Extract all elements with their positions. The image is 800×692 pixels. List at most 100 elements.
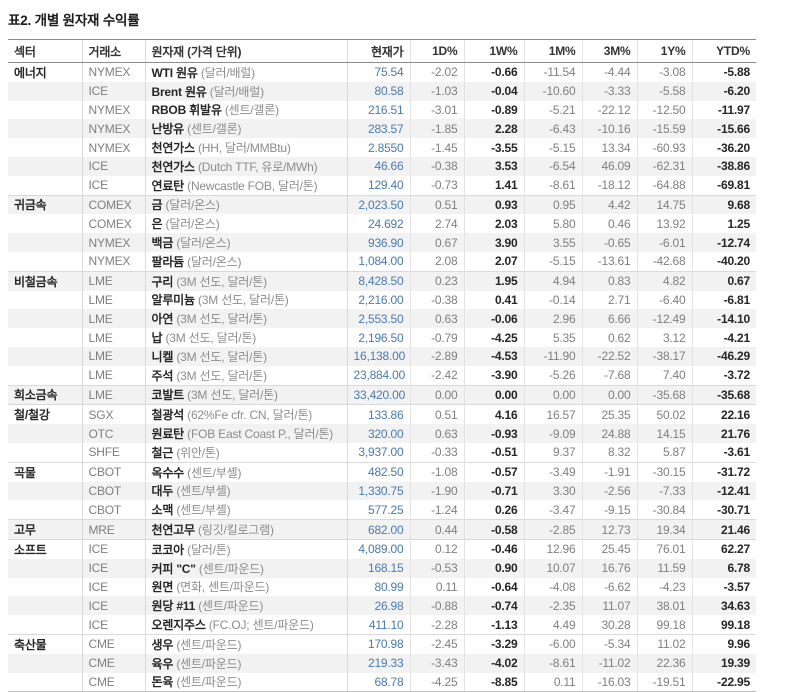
chg-ytd-cell: 22.16 — [691, 404, 756, 425]
chg-ytd-cell: 19.39 — [691, 653, 756, 673]
chg-1y-cell: -35.68 — [636, 384, 692, 405]
commodity-name: 오렌지주스 — [151, 618, 206, 632]
sector-cell — [8, 615, 82, 634]
chg-3m-cell: -22.12 — [581, 100, 637, 120]
sector-cell: 비철금속 — [8, 270, 82, 291]
chg-1y-cell: -62.31 — [636, 156, 692, 176]
price-cell: 936.90 — [346, 233, 410, 252]
chg-1w-cell: -1.13 — [463, 615, 524, 635]
chg-1y-cell: 76.01 — [636, 538, 692, 559]
commodity-name: 니켈 — [151, 349, 174, 364]
price-unit: (달러/온스) — [184, 254, 242, 269]
chg-1w-cell: 2.28 — [463, 119, 524, 139]
table-row: NYMEX RBOB 휘발유 (센트/갤론) 216.51 -3.01 -0.89 -5.… — [8, 100, 756, 120]
commodity-cell: 은 (달러/온스) — [144, 214, 347, 234]
sector-cell — [8, 156, 82, 176]
column-header-1d: 1D% — [409, 39, 464, 63]
chg-1w-cell: -0.71 — [463, 481, 524, 501]
table-row: NYMEX 천연가스 (HH, 달러/MMBtu) 2.8550 -1.45 -3.55… — [8, 138, 756, 157]
price-unit: (3M 선도, 달러/톤) — [194, 293, 289, 308]
chg-1m-cell: 0.95 — [523, 194, 582, 215]
commodity-name: Brent 원유 — [151, 84, 207, 99]
chg-3m-cell: 0.00 — [581, 384, 637, 405]
chg-1w-cell: -3.90 — [463, 365, 524, 386]
commodity-cell: 옥수수 (센트/부셸) — [144, 461, 347, 482]
table-row: NYMEX 난방유 (센트/갤론) 283.57 -1.85 2.28 -6.43 -10.… — [8, 119, 756, 139]
commodity-cell: 원당 #11 (센트/파운드) — [144, 596, 347, 616]
chg-1d-cell: -1.08 — [409, 461, 464, 482]
exchange-cell: CBOT — [81, 500, 145, 520]
chg-ytd-cell: -30.71 — [691, 500, 756, 520]
chg-1y-cell: 11.02 — [636, 633, 692, 654]
price-unit: (3M 선도, 달러/톤) — [173, 312, 267, 327]
chg-1y-cell: -60.93 — [636, 138, 692, 157]
sector-cell — [8, 366, 82, 385]
chg-ytd-cell: 9.68 — [691, 194, 756, 215]
chg-1d-cell: 0.63 — [409, 424, 464, 443]
chg-1w-cell: -4.53 — [463, 346, 524, 366]
commodity-cell: 아연 (3M 선도, 달러/톤) — [144, 309, 347, 329]
exchange-cell: LME — [81, 270, 145, 291]
chg-1d-cell: -1.90 — [409, 481, 464, 501]
chg-1w-cell: -0.64 — [463, 577, 524, 597]
commodity-cell: 천연가스 (HH, 달러/MMBtu) — [144, 138, 347, 157]
chg-ytd-cell: 21.46 — [691, 519, 756, 540]
exchange-cell: ICE — [81, 558, 145, 578]
chg-1w-cell: 1.95 — [463, 270, 524, 291]
chg-3m-cell: 2.71 — [581, 290, 637, 310]
commodity-cell: 원료탄 (FOB East Coast P., 달러/톤) — [144, 424, 347, 443]
chg-1d-cell: -0.73 — [409, 175, 464, 196]
sector-cell — [8, 558, 82, 578]
commodity-cell: 대두 (센트/부셸) — [144, 481, 347, 501]
price-unit: (3M 선도, 달러/톤) — [184, 388, 278, 403]
chg-1m-cell: -6.54 — [523, 156, 582, 176]
commodity-cell: 알루미늄 (3M 선도, 달러/톤) — [144, 290, 347, 310]
chg-1d-cell: -0.53 — [409, 558, 464, 578]
price-unit: (Newcastle FOB, 달러/톤) — [184, 178, 318, 193]
chg-1w-cell: -4.02 — [463, 653, 524, 673]
price-cell: 283.57 — [346, 119, 410, 139]
chg-3m-cell: -0.65 — [581, 233, 637, 252]
chg-3m-cell: 0.83 — [581, 270, 637, 291]
chg-1m-cell: -5.15 — [523, 251, 582, 272]
commodity-name: 육우 — [151, 656, 174, 671]
chg-3m-cell: -1.91 — [581, 461, 637, 482]
chg-ytd-cell: 99.18 — [691, 615, 756, 635]
chg-1w-cell: -3.55 — [463, 138, 524, 157]
chg-ytd-cell: -35.68 — [691, 384, 756, 405]
chg-ytd-cell: 21.76 — [691, 424, 756, 443]
sector-cell — [8, 119, 82, 139]
chg-1w-cell: -3.29 — [463, 633, 524, 654]
chg-3m-cell: 4.42 — [581, 194, 637, 215]
chg-ytd-cell: 0.67 — [691, 270, 756, 291]
commodity-name: RBOB 휘발유 — [151, 103, 222, 118]
chg-ytd-cell: -11.97 — [691, 100, 756, 120]
chg-1y-cell: -19.51 — [636, 672, 692, 692]
chg-1m-cell: 5.35 — [523, 328, 582, 347]
chg-ytd-cell: -5.88 — [691, 62, 756, 82]
chg-1d-cell: -2.89 — [409, 346, 464, 366]
chg-ytd-cell: -31.72 — [691, 461, 756, 482]
price-cell: 8,428.50 — [346, 270, 410, 291]
commodity-cell: 코발트 (3M 선도, 달러/톤) — [144, 384, 347, 405]
chg-1w-cell: 0.90 — [463, 558, 524, 578]
exchange-cell: LME — [81, 365, 145, 386]
chg-1w-cell: -4.25 — [463, 328, 524, 347]
chg-ytd-cell: -40.20 — [691, 251, 756, 272]
chg-ytd-cell: -12.74 — [691, 233, 756, 252]
table-row: ICE 천연가스 (Dutch TTF, 유로/MWh) 46.66 -0.38 3.5… — [8, 156, 756, 176]
chg-1w-cell: -0.93 — [463, 424, 524, 443]
price-unit: (센트/갤론) — [221, 103, 279, 118]
commodity-name: 옥수수 — [151, 465, 185, 480]
price-unit: (3M 선도, 달러/톤) — [162, 331, 257, 346]
sector-cell — [8, 578, 82, 597]
commodity-cell: 연료탄 (Newcastle FOB, 달러/톤) — [144, 175, 347, 196]
sector-cell — [8, 176, 82, 195]
sector-cell — [8, 252, 82, 271]
price-cell: 75.54 — [346, 62, 410, 82]
commodity-name: 난방유 — [151, 122, 185, 137]
commodity-cell: 천연가스 (Dutch TTF, 유로/MWh) — [144, 156, 347, 176]
chg-ytd-cell: -15.66 — [691, 119, 756, 139]
table-row: COMEX 은 (달러/온스) 24.692 2.74 2.03 5.80 0.46 13.9… — [8, 214, 756, 234]
table-row: LME 니켈 (3M 선도, 달러/톤) 16,138.00 -2.89 -4.53 -1… — [8, 346, 756, 366]
